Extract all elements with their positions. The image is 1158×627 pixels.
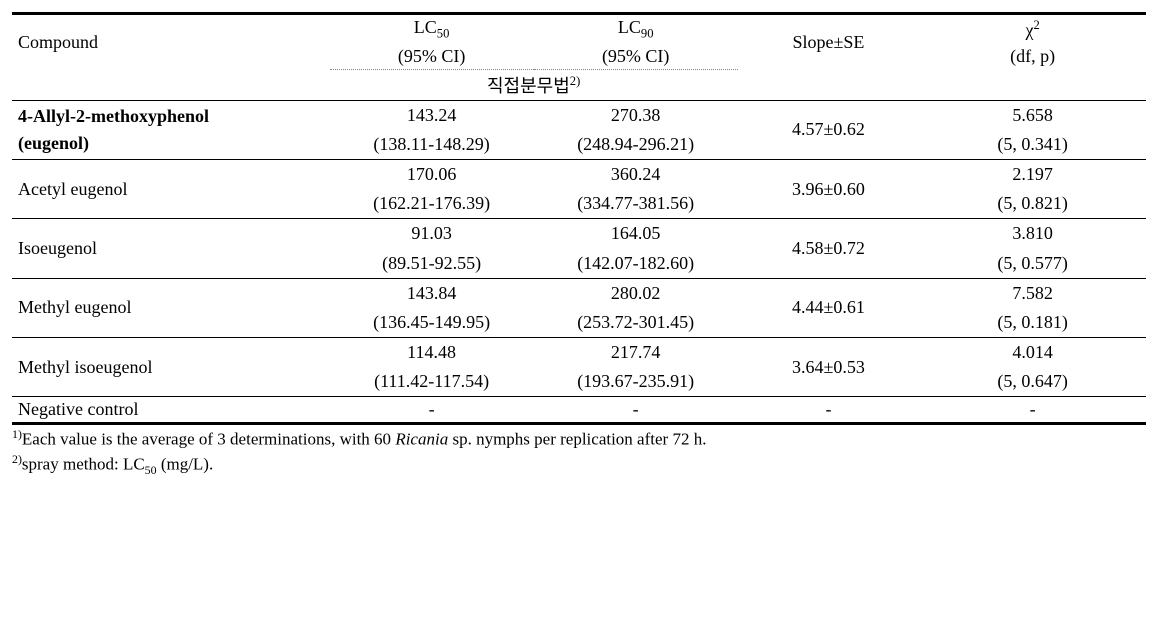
footnote-1-italic: Ricania <box>395 430 448 449</box>
compound-cell: Isoeugenol <box>12 219 330 278</box>
lc50-sub: 50 <box>437 27 450 41</box>
lc50-label: LC <box>414 17 437 37</box>
compound-line2: (eugenol) <box>18 133 89 153</box>
footnote-1-sup: 1) <box>12 427 22 441</box>
lc90-value: 270.38 <box>534 100 738 130</box>
col-slope: Slope±SE <box>738 14 919 70</box>
chi-value: 3.810 <box>919 219 1146 249</box>
lc50-value: 143.84 <box>330 278 534 308</box>
col-chi-dfp: (df, p) <box>919 44 1146 70</box>
chi-value: 5.658 <box>919 100 1146 130</box>
chi-value: 7.582 <box>919 278 1146 308</box>
compound-line1: Methyl eugenol <box>18 297 131 317</box>
table-row: Acetyl eugenol170.06360.243.96±0.602.197 <box>12 159 1146 189</box>
slope-value: 4.44±0.61 <box>738 278 919 337</box>
negctrl-slope: - <box>738 397 919 424</box>
footnote-1-a: Each value is the average of 3 determina… <box>22 430 395 449</box>
chi-dfp: (5, 0.181) <box>919 308 1146 338</box>
lc50-ci: (89.51-92.55) <box>330 249 534 279</box>
negctrl-chi: - <box>919 397 1146 424</box>
lc50-value: 170.06 <box>330 159 534 189</box>
compound-line1: 4-Allyl-2-methoxyphenol <box>18 106 209 126</box>
lc90-ci: (253.72-301.45) <box>534 308 738 338</box>
compound-label: Compound <box>18 32 98 52</box>
lc90-value: 164.05 <box>534 219 738 249</box>
chi-dfp: (5, 0.341) <box>919 130 1146 160</box>
chi-value: 2.197 <box>919 159 1146 189</box>
negctrl-label: Negative control <box>12 397 330 424</box>
negctrl-lc90: - <box>534 397 738 424</box>
compound-cell: 4-Allyl-2-methoxyphenol (eugenol) <box>12 100 330 159</box>
method-label-cell: 직접분무법2) <box>330 69 738 100</box>
compound-cell: Methyl isoeugenol <box>12 338 330 397</box>
table-row: Methyl eugenol143.84280.024.44±0.617.582 <box>12 278 1146 308</box>
compound-cell: Acetyl eugenol <box>12 159 330 218</box>
lc50-value: 114.48 <box>330 338 534 368</box>
header-row-1: Compound LC50 LC90 Slope±SE χ2 <box>12 14 1146 44</box>
col-lc50: LC50 <box>330 14 534 44</box>
lc50-value: 91.03 <box>330 219 534 249</box>
col-lc90-ci: (95% CI) <box>534 44 738 70</box>
table-row: 4-Allyl-2-methoxyphenol(eugenol)143.2427… <box>12 100 1146 130</box>
footnote-2-a: spray method: LC <box>22 455 145 474</box>
lc90-value: 360.24 <box>534 159 738 189</box>
footnote-2-sub: 50 <box>145 463 157 477</box>
footnote-1: 1)Each value is the average of 3 determi… <box>12 425 1146 450</box>
chi-dfp: (5, 0.647) <box>919 367 1146 397</box>
lc50-value: 143.24 <box>330 100 534 130</box>
lc90-value: 217.74 <box>534 338 738 368</box>
header-row-3: 직접분무법2) <box>12 69 1146 100</box>
slope-value: 3.96±0.60 <box>738 159 919 218</box>
table-row: Isoeugenol91.03164.054.58±0.723.810 <box>12 219 1146 249</box>
negctrl-lc50: - <box>330 397 534 424</box>
slope-value: 4.58±0.72 <box>738 219 919 278</box>
footnote-1-b: sp. nymphs per replication after 72 h. <box>448 430 706 449</box>
lc90-ci: (142.07-182.60) <box>534 249 738 279</box>
method-sup: 2) <box>570 74 581 88</box>
table-row: Methyl isoeugenol114.48217.743.64±0.534.… <box>12 338 1146 368</box>
lc50-ci: (162.21-176.39) <box>330 189 534 219</box>
chi-dfp: (5, 0.821) <box>919 189 1146 219</box>
lc90-value: 280.02 <box>534 278 738 308</box>
lc50-ci: (111.42-117.54) <box>330 367 534 397</box>
lc90-ci: (193.67-235.91) <box>534 367 738 397</box>
chi-value: 4.014 <box>919 338 1146 368</box>
lc90-ci: (334.77-381.56) <box>534 189 738 219</box>
table-body: 4-Allyl-2-methoxyphenol (eugenol) 143.2427… <box>12 100 1146 397</box>
lc50-ci: (136.45-149.95) <box>330 308 534 338</box>
footnote-2-b: (mg/L). <box>157 455 214 474</box>
slope-value: 4.57±0.62 <box>738 100 919 159</box>
col-lc50-ci: (95% CI) <box>330 44 534 70</box>
compound-line1: Acetyl eugenol <box>18 179 127 199</box>
compound-line1: Isoeugenol <box>18 238 97 258</box>
lc90-ci: (248.94-296.21) <box>534 130 738 160</box>
footnote-2: 2)spray method: LC50 (mg/L). <box>12 450 1146 478</box>
compound-cell: Methyl eugenol <box>12 278 330 337</box>
col-chi: χ2 <box>919 14 1146 44</box>
method-label: 직접분무법 <box>487 76 570 96</box>
lc50-ci: (138.11-148.29) <box>330 130 534 160</box>
chi-sup: 2 <box>1033 18 1039 32</box>
chi-dfp: (5, 0.577) <box>919 249 1146 279</box>
lc90-label: LC <box>618 17 641 37</box>
col-lc90: LC90 <box>534 14 738 44</box>
col-compound: Compound <box>12 14 330 70</box>
lc90-sub: 90 <box>641 27 654 41</box>
data-table: Compound LC50 LC90 Slope±SE χ2 (95% CI) … <box>12 12 1146 425</box>
negative-control-row: Negative control - - - - <box>12 397 1146 424</box>
footnote-2-sup: 2) <box>12 452 22 466</box>
slope-value: 3.64±0.53 <box>738 338 919 397</box>
slope-label: Slope±SE <box>793 32 865 52</box>
compound-line1: Methyl isoeugenol <box>18 357 152 377</box>
